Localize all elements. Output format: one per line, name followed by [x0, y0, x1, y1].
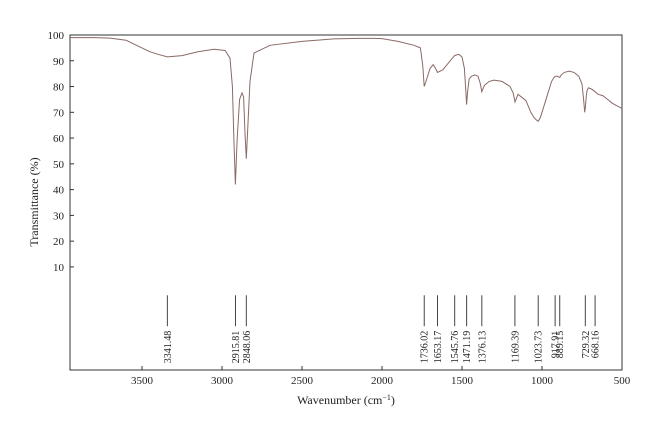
y-tick-label: 50	[53, 159, 65, 171]
x-axis: 3500 3000 2500 2000 1500 1000 500	[131, 366, 631, 387]
y-tick-label: 30	[53, 210, 65, 222]
x-tick-label: 500	[614, 375, 631, 387]
plot-frame	[69, 34, 623, 371]
x-tick-label: 3500	[131, 375, 154, 387]
y-tick-label: 40	[53, 185, 65, 197]
peak-markers: 3341.48 2915.81 2848.06 1736.02 1653.17 1545.…	[163, 295, 602, 363]
y-tick-label: 60	[53, 133, 65, 145]
y-tick-label: 100	[48, 30, 65, 42]
peak-label: 1169.39	[510, 331, 521, 363]
y-tick-label: 80	[53, 82, 65, 94]
peak-label: 1376.13	[477, 331, 488, 364]
x-tick-label: 2500	[291, 375, 314, 387]
y-tick-label: 10	[53, 262, 65, 274]
y-axis-title: Transmittance (%)	[27, 157, 41, 246]
x-axis-title-text: Wavenumber (cm	[297, 393, 383, 407]
peak-label: 668.16	[591, 331, 602, 359]
y-tick-label: 70	[53, 107, 65, 119]
x-axis-title-close: )	[391, 393, 395, 407]
y-tick-label: 90	[53, 56, 65, 68]
x-tick-label: 2000	[371, 375, 394, 387]
x-tick-label: 1500	[451, 375, 474, 387]
spectrum-line	[70, 37, 623, 185]
x-tick-label: 1000	[531, 375, 554, 387]
y-tick-label: 20	[53, 236, 65, 248]
y-axis: 10 20 30 40 50 60 70 80 90 100	[48, 30, 74, 274]
peak-label: 2915.81	[231, 331, 242, 364]
peak-label: 1471.19	[462, 331, 473, 364]
peak-label: 1023.73	[534, 331, 545, 364]
x-axis-title: Wavenumber (cm−1)	[297, 393, 395, 408]
x-axis-title-exponent: −1	[382, 393, 391, 402]
peak-label: 3341.48	[163, 331, 174, 364]
x-tick-label: 3000	[211, 375, 234, 387]
peak-label: 917.91	[551, 331, 562, 359]
peak-label: 1545.76	[450, 331, 461, 364]
peak-label: 729.32	[581, 331, 592, 359]
peak-label: 889.15	[555, 331, 566, 359]
peak-label: 2848.06	[242, 331, 253, 364]
peak-label: 1736.02	[420, 331, 431, 364]
peak-label: 1653.17	[433, 331, 444, 364]
